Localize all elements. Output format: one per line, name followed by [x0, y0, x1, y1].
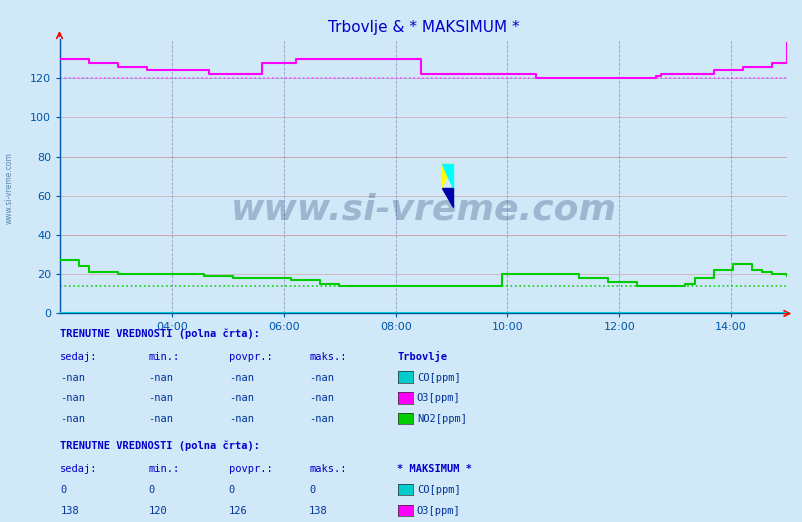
- Text: -nan: -nan: [229, 414, 253, 424]
- Text: povpr.:: povpr.:: [229, 465, 272, 474]
- Text: maks.:: maks.:: [309, 465, 346, 474]
- Text: 138: 138: [309, 506, 327, 516]
- Polygon shape: [441, 164, 452, 188]
- Text: sedaj:: sedaj:: [60, 465, 98, 474]
- Text: www.si-vreme.com: www.si-vreme.com: [230, 192, 616, 226]
- Text: TRENUTNE VREDNOSTI (polna črta):: TRENUTNE VREDNOSTI (polna črta):: [60, 328, 260, 339]
- Text: 138: 138: [60, 506, 79, 516]
- Text: -nan: -nan: [148, 414, 173, 424]
- Text: min.:: min.:: [148, 352, 180, 362]
- Text: -nan: -nan: [60, 373, 85, 383]
- Text: 0: 0: [309, 485, 315, 495]
- Text: maks.:: maks.:: [309, 352, 346, 362]
- Text: -nan: -nan: [229, 394, 253, 404]
- Text: CO[ppm]: CO[ppm]: [416, 485, 460, 495]
- Text: 0: 0: [148, 485, 155, 495]
- Text: povpr.:: povpr.:: [229, 352, 272, 362]
- Text: TRENUTNE VREDNOSTI (polna črta):: TRENUTNE VREDNOSTI (polna črta):: [60, 441, 260, 452]
- Text: -nan: -nan: [309, 414, 334, 424]
- Text: -nan: -nan: [148, 373, 173, 383]
- Text: Trbovlje: Trbovlje: [397, 351, 447, 362]
- Text: min.:: min.:: [148, 465, 180, 474]
- Text: O3[ppm]: O3[ppm]: [416, 394, 460, 404]
- Text: O3[ppm]: O3[ppm]: [416, 506, 460, 516]
- Text: -nan: -nan: [309, 394, 334, 404]
- Polygon shape: [441, 164, 452, 188]
- Text: 0: 0: [60, 485, 67, 495]
- Text: NO2[ppm]: NO2[ppm]: [416, 414, 466, 424]
- Text: -nan: -nan: [229, 373, 253, 383]
- Text: * MAKSIMUM *: * MAKSIMUM *: [397, 465, 472, 474]
- Text: 126: 126: [229, 506, 247, 516]
- Title: Trbovlje & * MAKSIMUM *: Trbovlje & * MAKSIMUM *: [327, 20, 519, 35]
- Text: -nan: -nan: [60, 414, 85, 424]
- Text: -nan: -nan: [309, 373, 334, 383]
- Text: -nan: -nan: [60, 394, 85, 404]
- Text: www.si-vreme.com: www.si-vreme.com: [5, 152, 14, 224]
- Polygon shape: [441, 188, 452, 207]
- Text: -nan: -nan: [148, 394, 173, 404]
- Text: sedaj:: sedaj:: [60, 352, 98, 362]
- Text: CO[ppm]: CO[ppm]: [416, 373, 460, 383]
- Text: 0: 0: [229, 485, 235, 495]
- Text: 120: 120: [148, 506, 167, 516]
